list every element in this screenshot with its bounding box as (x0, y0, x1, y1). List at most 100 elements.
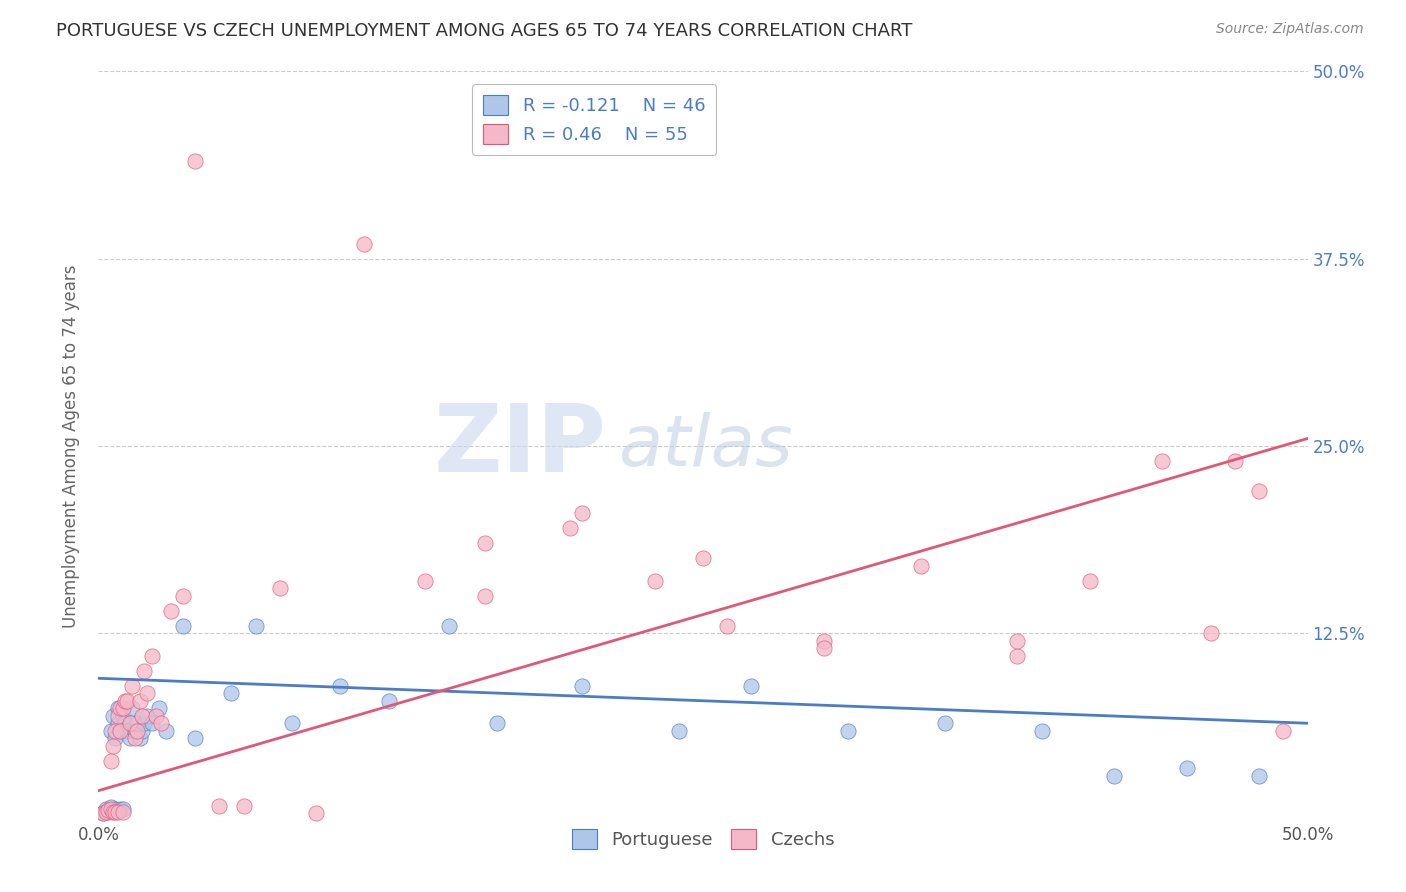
Point (124, 731, 146, 746)
Point (94, 805, 117, 819)
Point (97, 803, 120, 817)
Point (1199, 626, 1222, 640)
Point (1223, 454, 1246, 468)
Point (107, 716, 129, 731)
Point (837, 723, 859, 738)
Point (108, 723, 131, 738)
Point (94, 802, 117, 816)
Point (377, 694, 399, 708)
Point (101, 803, 124, 817)
Point (100, 754, 122, 768)
Point (104, 723, 127, 738)
Point (91, 806, 114, 821)
Point (148, 701, 170, 715)
Point (644, 574, 666, 588)
Point (135, 686, 157, 700)
Text: atlas: atlas (619, 411, 793, 481)
Legend: Portuguese, Czechs: Portuguese, Czechs (564, 822, 842, 856)
Text: ZIP: ZIP (433, 400, 606, 492)
Point (108, 723, 131, 738)
Point (108, 802, 131, 816)
Point (107, 701, 129, 715)
Point (1031, 723, 1053, 738)
Point (934, 716, 956, 731)
Point (692, 551, 714, 566)
Point (141, 716, 163, 731)
Point (245, 619, 267, 633)
Point (1007, 648, 1029, 663)
Point (437, 619, 460, 633)
Point (329, 679, 352, 693)
Point (111, 802, 134, 816)
Point (118, 731, 141, 746)
Point (1249, 769, 1271, 783)
Point (281, 716, 304, 731)
Point (668, 723, 690, 738)
Point (172, 589, 194, 603)
Point (107, 708, 129, 723)
Point (716, 619, 738, 633)
Point (1007, 633, 1029, 648)
Point (910, 558, 932, 573)
Point (131, 723, 153, 738)
Y-axis label: Unemployment Among Ages 65 to 74 years: Unemployment Among Ages 65 to 74 years (62, 264, 80, 628)
Point (740, 679, 762, 693)
Point (474, 589, 496, 603)
Point (111, 701, 134, 715)
Point (486, 716, 509, 731)
Point (114, 716, 136, 731)
Point (100, 723, 122, 738)
Point (184, 731, 207, 746)
Point (269, 582, 291, 596)
Point (413, 574, 436, 588)
Point (104, 805, 127, 819)
Point (128, 694, 150, 708)
Point (150, 716, 173, 731)
Point (208, 798, 231, 813)
Point (1272, 723, 1295, 738)
Point (134, 664, 156, 678)
Point (104, 731, 127, 746)
Point (114, 694, 136, 708)
Text: PORTUGUESE VS CZECH UNEMPLOYMENT AMONG AGES 65 TO 74 YEARS CORRELATION CHART: PORTUGUESE VS CZECH UNEMPLOYMENT AMONG A… (56, 22, 912, 40)
Point (108, 701, 131, 715)
Point (155, 723, 177, 738)
Point (160, 604, 183, 618)
Point (141, 648, 163, 663)
Point (101, 805, 124, 819)
Point (127, 723, 149, 738)
Text: Source: ZipAtlas.com: Source: ZipAtlas.com (1216, 22, 1364, 37)
Point (118, 716, 141, 731)
Point (117, 723, 139, 738)
Point (1102, 769, 1125, 783)
Point (100, 800, 122, 814)
Point (100, 802, 122, 816)
Point (221, 686, 243, 700)
Point (127, 716, 149, 731)
Point (107, 805, 129, 819)
Point (131, 708, 153, 723)
Point (111, 805, 134, 819)
Point (184, 154, 207, 169)
Point (1249, 483, 1271, 498)
Point (135, 708, 157, 723)
Point (1175, 761, 1198, 775)
Point (117, 694, 139, 708)
Point (91, 806, 114, 821)
Point (813, 641, 835, 656)
Point (172, 619, 194, 633)
Point (121, 701, 143, 715)
Point (134, 716, 156, 731)
Point (474, 536, 496, 550)
Point (97, 805, 120, 819)
Point (353, 236, 375, 251)
Point (571, 507, 593, 521)
Point (124, 723, 146, 738)
Point (1078, 574, 1101, 588)
Point (111, 708, 134, 723)
Point (101, 708, 124, 723)
Point (128, 731, 150, 746)
Point (145, 708, 167, 723)
Point (101, 739, 124, 753)
Point (1152, 454, 1174, 468)
